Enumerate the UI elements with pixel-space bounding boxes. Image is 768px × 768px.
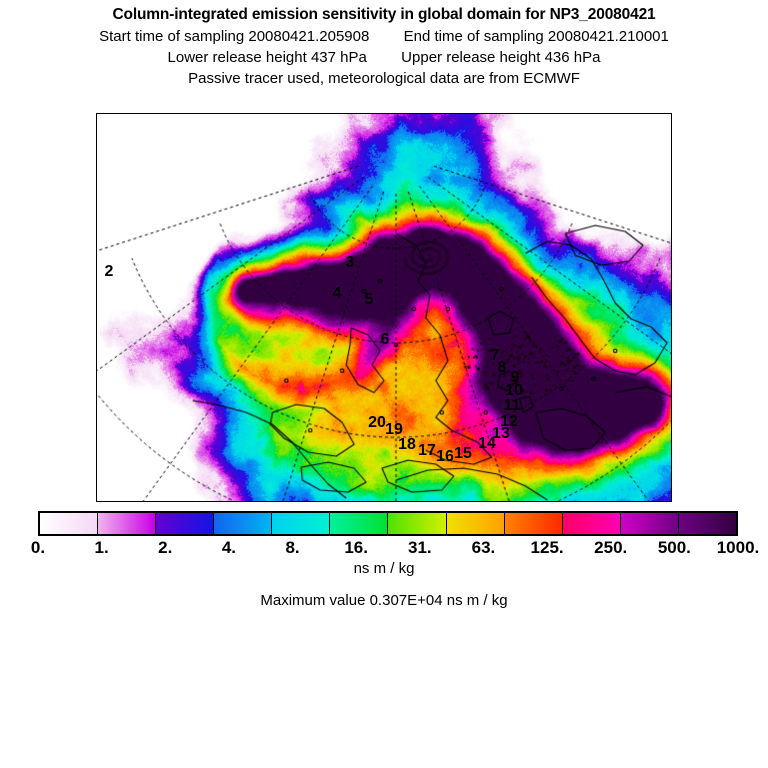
trajectory-step-13: 13 <box>492 425 510 442</box>
trajectory-step-11: 11 <box>503 397 521 414</box>
trajectory-step-7: 7 <box>490 347 500 364</box>
colorbar-tick-0: 0. <box>30 538 46 557</box>
end-time-label: End time of sampling 20080421.210001 <box>403 28 669 45</box>
trajectory-step-15: 15 <box>454 445 472 462</box>
colorbar-band-11 <box>678 513 736 534</box>
trajectory-step-3: 3 <box>345 254 355 271</box>
colorbar-tick-1000: 1000. <box>716 538 760 557</box>
trajectory-step-9: 9 <box>510 369 520 386</box>
trajectory-step-17: 17 <box>418 442 436 459</box>
colorbar-tick-2: 2. <box>158 538 173 557</box>
page-title: Column-integrated emission sensitivity i… <box>112 6 656 23</box>
colorbar-tick-labels: 0. 1. 2. 4. 8. 16. 31. 63. 125. 250. 500. 1000. <box>0 538 768 560</box>
colorbar-tick-31: 31. <box>407 538 432 557</box>
trajectory-step-12: 12 <box>500 413 518 430</box>
colorbar-tick-8: 8. <box>285 538 300 557</box>
trajectory-step-8: 8 <box>497 359 507 376</box>
colorbar-band-5 <box>330 513 389 534</box>
trajectory-step-4: 4 <box>332 285 342 302</box>
trajectory-step-14: 14 <box>478 435 496 452</box>
colorbar <box>38 511 738 536</box>
upper-release-height-label: Upper release height 436 hPa <box>401 49 601 66</box>
colorbar-band-8 <box>504 513 563 534</box>
colorbar-unit-label: ns m / kg <box>353 560 415 577</box>
colorbar-tick-500: 500. <box>657 538 691 557</box>
trajectory-step-20: 20 <box>368 414 386 431</box>
colorbar-tick-125: 125. <box>530 538 564 557</box>
colorbar-band-2 <box>156 513 215 534</box>
trajectory-step-6: 6 <box>380 331 390 348</box>
trajectory-step-16: 16 <box>436 448 454 465</box>
trajectory-step-2: 2 <box>104 263 114 280</box>
sampling-time-row: Start time of sampling 20080421.205908 E… <box>0 28 768 45</box>
colorbar-band-1 <box>98 513 157 534</box>
colorbar-band-4 <box>272 513 331 534</box>
colorbar-band-0 <box>40 513 99 534</box>
colorbar-tick-1: 1. <box>94 538 109 557</box>
colorbar-tick-250: 250. <box>594 538 628 557</box>
colorbar-band-6 <box>388 513 447 534</box>
trajectory-step-18: 18 <box>398 436 416 453</box>
trajectory-step-19: 19 <box>385 421 403 438</box>
colorbar-band-9 <box>562 513 621 534</box>
colorbar-tick-16: 16. <box>344 538 368 557</box>
lower-release-height-label: Lower release height 437 hPa <box>167 49 367 66</box>
tracer-note-label: Passive tracer used, meteorological data… <box>188 70 580 87</box>
header-block: Column-integrated emission sensitivity i… <box>0 0 768 87</box>
colorbar-tick-63: 63. <box>471 538 496 557</box>
trajectory-step-10: 10 <box>505 382 523 399</box>
trajectory-step-5: 5 <box>364 291 374 308</box>
colorbar-band-7 <box>446 513 505 534</box>
maximum-value-label: Maximum value 0.307E+04 ns m / kg <box>260 592 508 609</box>
start-time-label: Start time of sampling 20080421.205908 <box>99 28 370 45</box>
colorbar-tick-4: 4. <box>221 538 236 557</box>
colorbar-band-10 <box>620 513 679 534</box>
map-panel: 2 3 4 5 6 7 8 9 10 11 12 13 14 15 16 17 18 19 20 <box>96 113 672 502</box>
emission-sensitivity-heatmap <box>97 114 671 501</box>
colorbar-band-3 <box>214 513 273 534</box>
release-height-row: Lower release height 437 hPa Upper relea… <box>0 49 768 66</box>
